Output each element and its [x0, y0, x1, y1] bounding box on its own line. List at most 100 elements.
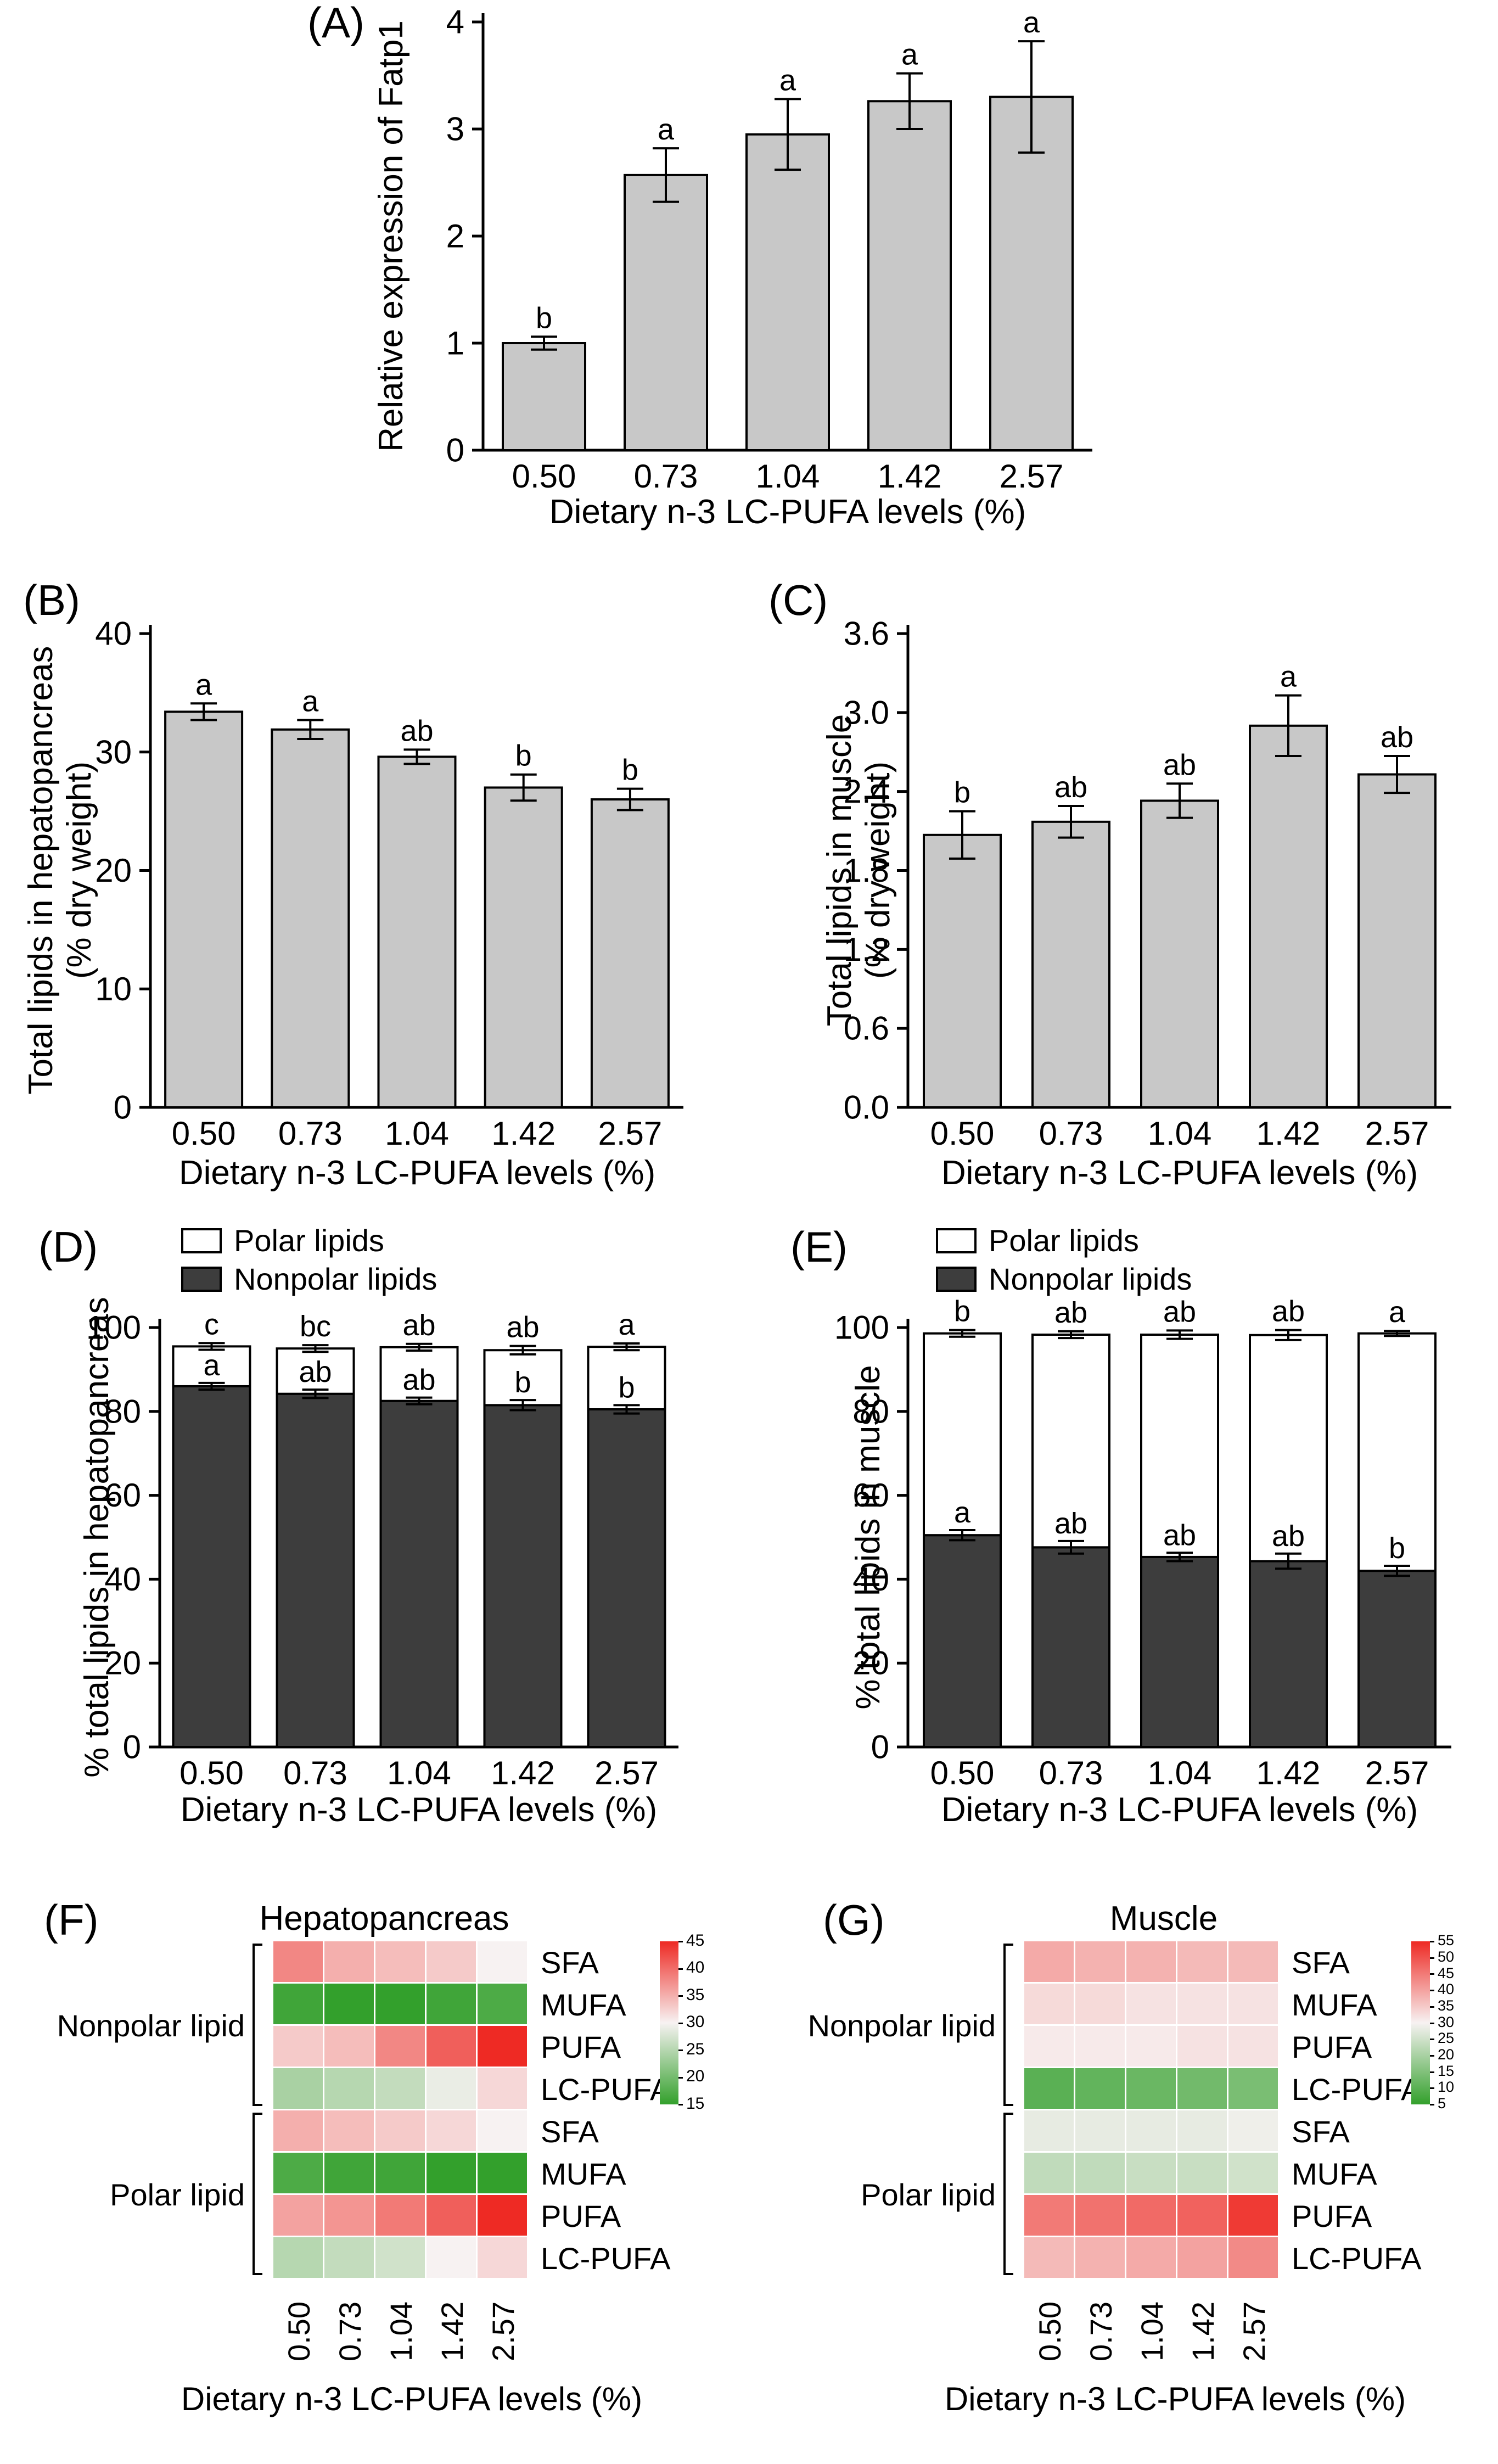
panel-c-x-axis-title: Dietary n-3 LC-PUFA levels (%) [941, 1154, 1418, 1192]
heatmap-cell [1075, 2237, 1125, 2278]
row-group-bracket [253, 2113, 262, 2275]
row-label: LC-PUFA [541, 2241, 671, 2276]
sig-letter: ab [1163, 1519, 1196, 1552]
y-tick-label: 20 [852, 1645, 889, 1682]
x-tick-label: 0.73 [1039, 1115, 1103, 1152]
colorbar-tick [678, 1995, 683, 1997]
column-label-wrap: 2.57 [478, 2286, 529, 2377]
colorbar-tick [678, 2049, 683, 2051]
panel-d-legend: Polar lipids Nonpolar lipids [181, 1225, 437, 1304]
heatmap-cell [273, 1941, 323, 1982]
heatmap-cell [273, 2153, 323, 2193]
heatmap-cell [1024, 2026, 1074, 2067]
sig-letter: b [1389, 1532, 1405, 1565]
panel-g: (G) Muscle SFA MUFA PUFA LC-PUFA SFA MUFA PUFA… [747, 1889, 1498, 2464]
y-tick-label: 0 [446, 432, 464, 469]
colorbar-tick-label: 55 [1438, 1932, 1455, 1949]
polar-bar [1249, 1334, 1328, 1563]
y-tick-label: 60 [104, 1477, 141, 1514]
heatmap-cell [1126, 1984, 1176, 2024]
panel-b: (B) Total lipids in hepatopancreas (% dr… [0, 571, 758, 1213]
nonpolar-lipids-label: Nonpolar lipids [989, 1262, 1192, 1296]
panel-b-label: (B) [23, 576, 80, 624]
row-group-bracket [1003, 1944, 1013, 2106]
sig-letter: a [901, 38, 918, 71]
heatmap-cell [478, 1984, 527, 2024]
column-label: 1.42 [435, 2301, 469, 2361]
heatmap-cell [427, 2195, 476, 2236]
column-label: 0.73 [333, 2301, 367, 2361]
nonpolar-bar [1357, 1570, 1437, 1748]
heatmap-cell [1126, 2153, 1176, 2193]
colorbar [1411, 1941, 1430, 2104]
heatmap-cell [324, 1984, 374, 2024]
heatmap-cell [1126, 2237, 1176, 2278]
sig-letter: ab [1054, 1507, 1087, 1540]
muscle-heatmap: SFA MUFA PUFA LC-PUFA SFA MUFA PUFA LC-PUFA Nonp… [747, 1889, 1498, 2464]
panel-d-x-axis-title: Dietary n-3 LC-PUFA levels (%) [180, 1791, 658, 1829]
sig-letter: a [779, 64, 796, 97]
column-label-wrap: 1.42 [427, 2286, 478, 2377]
heatmap-cell [375, 1984, 425, 2024]
row-group-label: Polar lipid [861, 2177, 996, 2212]
bar [484, 786, 563, 1109]
x-tick-label: 1.42 [1256, 1115, 1321, 1152]
colorbar-tick [678, 1941, 683, 1942]
column-label-wrap: 1.04 [375, 2286, 427, 2377]
bar [745, 133, 830, 451]
heatmap-cell [478, 2026, 527, 2067]
x-tick-label: 0.73 [278, 1115, 343, 1152]
heatmap-cell [1075, 2068, 1125, 2109]
sig-letter: bc [300, 1310, 331, 1343]
colorbar-tick [1430, 2022, 1434, 2024]
y-tick-label: 0 [123, 1729, 141, 1766]
panel-c-bar-chart: 0.0 0.6 1.2 1.8 2.4 3.0 3.6 b 0.50 ab 0.73 ab 1.04 a 1… [844, 615, 1451, 1152]
colorbar-tick [1430, 2087, 1434, 2090]
x-tick-label: 2.57 [1365, 1115, 1429, 1152]
colorbar-tick-label: 45 [1438, 1964, 1455, 1981]
column-label-wrap: 0.73 [324, 2286, 375, 2377]
y-tick-label: 40 [104, 1561, 141, 1598]
bar [164, 710, 244, 1108]
panel-c: (C) Total lipids in muscle (% dry weight… [747, 571, 1498, 1213]
sig-letter: a [195, 668, 212, 701]
heatmap-cell [1126, 2110, 1176, 2151]
colorbar-tick [1430, 1990, 1434, 1992]
heatmap-cell [1228, 2153, 1278, 2193]
heatmap-cell [1126, 2026, 1176, 2067]
column-label: 0.73 [1084, 2301, 1118, 2361]
y-tick-label: 0.0 [844, 1089, 889, 1126]
heatmap-cell [1024, 2195, 1074, 2236]
sig-letter: ab [1054, 1296, 1087, 1329]
y-tick-label: 80 [104, 1393, 141, 1430]
y-tick-label: 10 [95, 971, 132, 1007]
colorbar-tick [1430, 2006, 1434, 2008]
x-tick-label: 0.73 [283, 1755, 347, 1791]
row-group-label: Nonpolar lipid [807, 2008, 996, 2043]
y-tick-label: 20 [95, 852, 132, 889]
row-label: PUFA [541, 2030, 621, 2064]
heatmap-cell [1228, 2195, 1278, 2236]
heatmap-cell [1177, 1941, 1227, 1982]
x-tick-label: 1.42 [491, 1755, 555, 1791]
heatmap-cell [478, 2237, 527, 2278]
heatmap-cell [478, 2110, 527, 2151]
bar [502, 342, 586, 451]
column-label-wrap: 2.57 [1228, 2286, 1280, 2377]
heatmap-cell [324, 2068, 374, 2109]
heatmap-cell [1024, 1941, 1074, 1982]
heatmap-cell [273, 2026, 323, 2067]
sig-letter: a [203, 1349, 220, 1382]
heatmap-cell [427, 2026, 476, 2067]
y-tick-label: 3.6 [844, 615, 889, 652]
heatmap-cell [1075, 2026, 1125, 2067]
colorbar-tick [678, 2104, 683, 2105]
heatmap-cell [375, 2153, 425, 2193]
colorbar-tick-label: 25 [686, 2040, 705, 2058]
column-label-wrap: 0.50 [273, 2286, 324, 2377]
heatmap-cell [1126, 2068, 1176, 2109]
colorbar-tick-label: 20 [1438, 2046, 1455, 2063]
polar-bar [1357, 1332, 1437, 1572]
y-tick-label: 2.4 [844, 773, 889, 810]
polar-lipids-swatch [181, 1228, 222, 1253]
